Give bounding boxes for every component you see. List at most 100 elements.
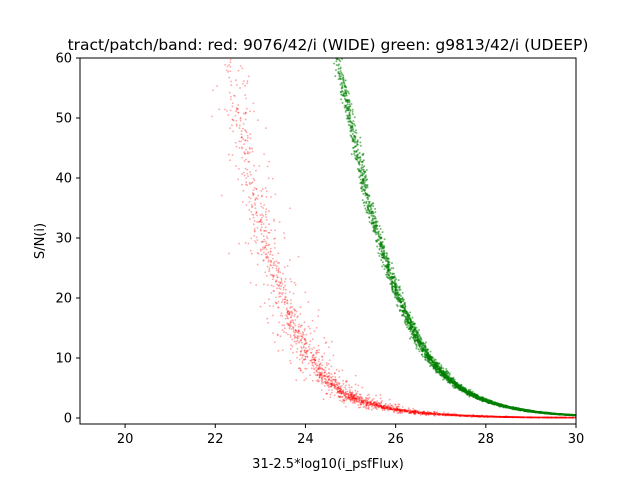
data-point (367, 404, 370, 406)
data-point (315, 369, 318, 372)
data-point (274, 264, 277, 267)
data-point (263, 153, 265, 156)
data-point (338, 370, 340, 373)
data-point (547, 416, 550, 419)
data-point (325, 392, 328, 395)
data-point (529, 416, 532, 419)
data-point (479, 414, 482, 417)
data-point (350, 386, 353, 389)
data-point (433, 358, 436, 361)
data-point (320, 367, 323, 370)
data-point (265, 226, 267, 229)
data-point (237, 111, 240, 114)
data-point (426, 412, 428, 415)
data-point (302, 371, 304, 374)
data-point (256, 220, 258, 223)
data-point (546, 416, 549, 419)
data-point (286, 301, 288, 304)
data-point (351, 129, 354, 132)
data-point (374, 217, 377, 220)
data-point (313, 361, 316, 364)
data-point (351, 401, 354, 404)
data-point (382, 404, 385, 407)
data-point (323, 337, 326, 339)
data-point (468, 414, 471, 417)
data-point (289, 323, 292, 326)
data-point (261, 240, 264, 243)
data-point (438, 414, 441, 416)
data-point (255, 196, 258, 199)
data-point (451, 414, 454, 417)
data-point (528, 416, 530, 419)
data-point (361, 171, 364, 174)
data-point (310, 351, 313, 354)
data-point (272, 289, 275, 292)
data-point (304, 355, 307, 358)
data-point (463, 414, 465, 417)
data-point (348, 113, 351, 116)
data-point (505, 416, 508, 418)
data-point (288, 312, 291, 314)
data-point (336, 386, 339, 389)
data-point (465, 414, 467, 417)
data-point (380, 259, 383, 262)
data-point (262, 223, 265, 225)
data-point (531, 416, 534, 419)
data-point (357, 401, 360, 404)
data-point (273, 290, 275, 293)
data-point (538, 416, 541, 419)
data-point (541, 416, 544, 419)
data-point (228, 64, 230, 66)
data-point (468, 414, 471, 417)
data-point (342, 390, 344, 393)
data-point (474, 415, 477, 418)
data-point (288, 311, 291, 313)
data-point (321, 377, 324, 380)
data-point (290, 344, 292, 347)
data-point (342, 379, 344, 382)
data-point (398, 289, 401, 292)
data-point (467, 415, 469, 418)
data-point (319, 367, 322, 370)
data-point (353, 394, 355, 397)
data-point (249, 281, 252, 284)
data-point (453, 386, 456, 389)
data-point (318, 363, 321, 366)
data-point (478, 415, 480, 418)
data-point (278, 287, 281, 290)
data-point (364, 174, 367, 177)
data-point (433, 412, 436, 415)
data-point (314, 359, 317, 361)
data-point (386, 406, 389, 408)
data-point (347, 395, 350, 398)
data-point (521, 416, 523, 419)
data-point (357, 153, 360, 156)
data-point (362, 401, 365, 404)
data-point (460, 414, 463, 417)
data-point (519, 416, 522, 419)
data-point (288, 323, 291, 326)
data-point (241, 156, 243, 159)
data-point (247, 175, 249, 178)
data-point (301, 331, 304, 334)
data-point (251, 181, 254, 184)
data-point (478, 415, 481, 418)
data-point (448, 413, 451, 416)
data-point (491, 415, 494, 418)
data-point (366, 401, 368, 404)
data-point (528, 416, 531, 419)
data-point (369, 403, 372, 406)
data-point (293, 281, 296, 284)
data-point (452, 414, 455, 417)
data-point (324, 380, 327, 383)
data-point (478, 415, 481, 418)
data-point (389, 408, 391, 411)
data-point (290, 302, 292, 305)
data-point (246, 150, 249, 153)
data-point (458, 414, 461, 417)
data-point (418, 350, 421, 353)
data-point (429, 412, 432, 415)
data-point (366, 186, 369, 189)
data-point (289, 336, 292, 338)
